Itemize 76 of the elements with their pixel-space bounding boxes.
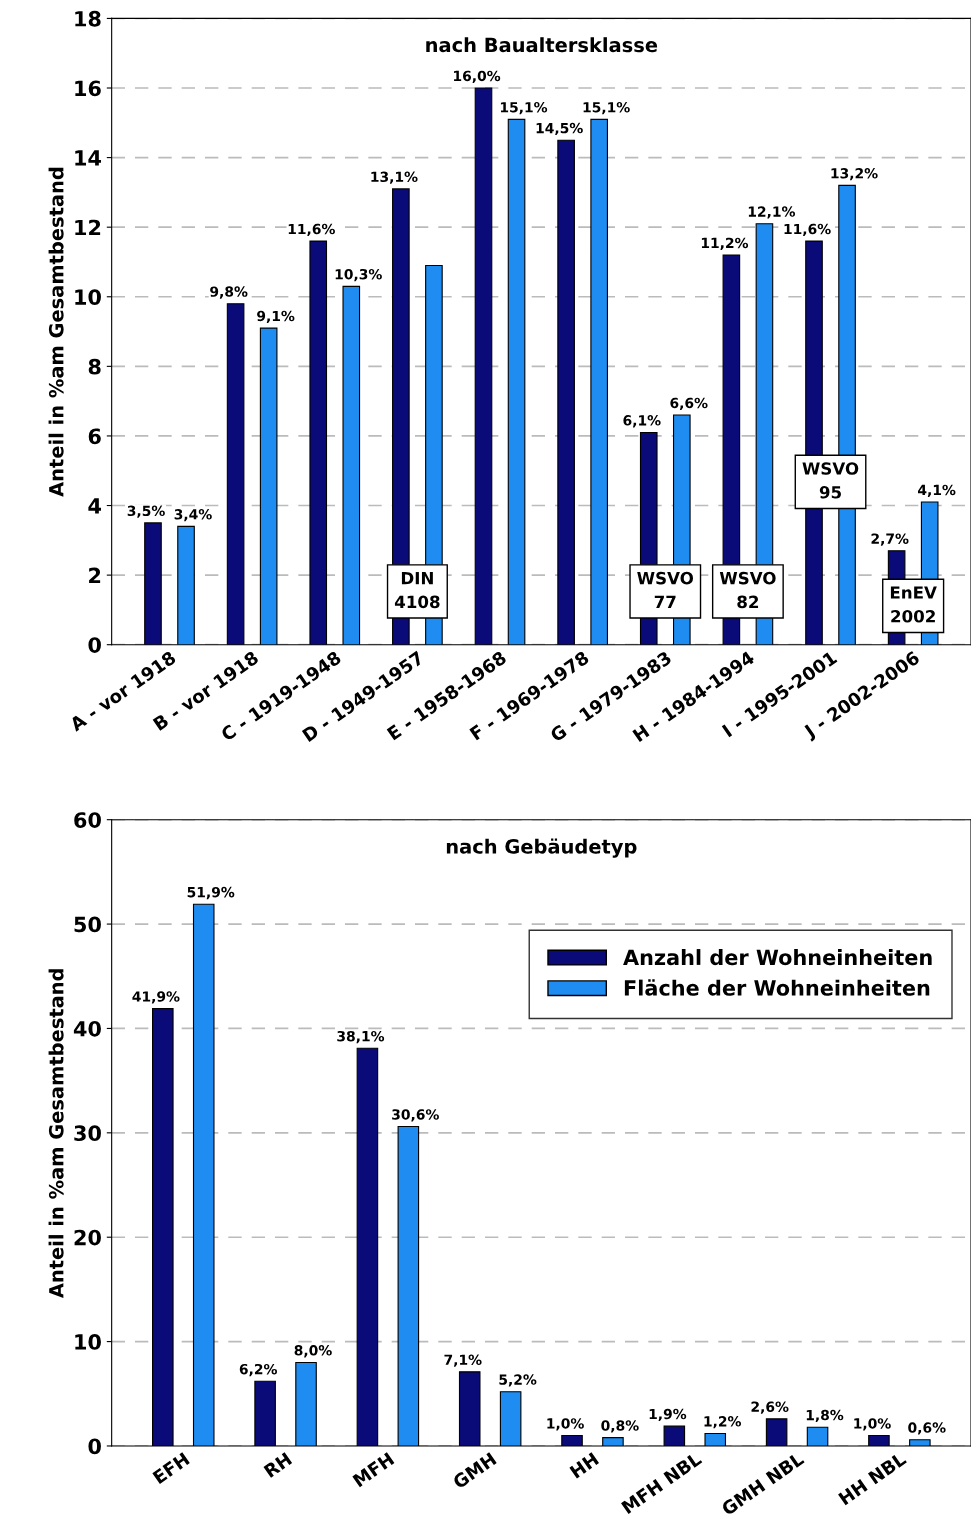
bar	[309, 240, 328, 645]
data-label: 13,1%	[371, 171, 418, 184]
y-axis-title: Anteil in %am Gesamtbestand	[48, 167, 64, 497]
annotation: WSVO 77	[637, 571, 694, 608]
data-label: 7,1%	[444, 1354, 482, 1367]
bar	[474, 87, 493, 645]
data-label: 2,7%	[871, 533, 909, 546]
data-label: 12,1%	[748, 206, 796, 219]
y-tick-label: 12	[75, 219, 101, 236]
legend-label: Anzahl der Wohneinheiten	[623, 949, 932, 966]
bar	[507, 118, 526, 645]
data-label: 11,2%	[701, 237, 749, 250]
bar	[342, 285, 361, 645]
data-label: 11,6%	[784, 223, 831, 237]
y-tick-label: 60	[74, 812, 101, 828]
y-tick-label: 14	[75, 150, 101, 166]
y-tick-label: 2	[89, 567, 101, 584]
y-tick-label: 10	[75, 1334, 101, 1350]
x-tick-label: RH	[263, 1452, 293, 1478]
annotation: WSVO 82	[719, 571, 776, 609]
text: nach Gebäudetyp	[446, 838, 637, 858]
y-tick-label: 8	[88, 358, 101, 375]
y-axis-title: Anteil in %am Gesamtbestand	[48, 969, 64, 1299]
y-tick-label: 0	[88, 637, 101, 653]
y-tick-label: 30	[74, 1125, 101, 1142]
text: nach Baualtersklasse	[426, 37, 658, 53]
y-tick-label: 4	[88, 498, 101, 514]
data-label: 1,0%	[854, 1418, 891, 1431]
data-label: 0,8%	[601, 1420, 639, 1433]
data-label: 6,6%	[670, 397, 708, 410]
data-label: 1,0%	[547, 1418, 584, 1431]
data-label: 51,9%	[187, 886, 235, 900]
y-tick-label: 6	[88, 428, 101, 445]
data-label: 1,8%	[806, 1409, 844, 1423]
data-label: 0,6%	[908, 1422, 946, 1435]
data-label: 6,1%	[623, 415, 661, 428]
y-tick-label: 40	[73, 1020, 101, 1037]
data-label: 16,0%	[454, 70, 501, 83]
data-label: 4,1%	[918, 484, 956, 497]
annotation: EnEV 2002	[890, 586, 937, 623]
data-label: 8,0%	[294, 1345, 332, 1358]
y-tick-label: 0	[88, 1438, 101, 1455]
data-label: 14,5%	[536, 122, 583, 136]
y-tick-label: 50	[74, 916, 101, 933]
bar	[226, 303, 245, 645]
data-label: 11,6%	[288, 223, 335, 237]
data-label: 10,3%	[335, 268, 382, 282]
bar	[590, 118, 608, 645]
y-tick-label: 10	[75, 289, 101, 305]
data-label: 6,2%	[239, 1363, 277, 1377]
data-label: 9,8%	[210, 286, 248, 299]
data-label: 30,6%	[392, 1109, 439, 1122]
data-label: 13,2%	[831, 168, 878, 181]
bar	[144, 522, 162, 645]
data-label: 9,1%	[257, 310, 295, 323]
annotation: DIN 4108	[394, 572, 440, 609]
data-label: 3,4%	[174, 509, 212, 522]
data-label: 1,9%	[649, 1408, 687, 1422]
annotation: WSVO 95	[802, 462, 859, 499]
x-tick-label: HH	[569, 1452, 599, 1479]
data-label: 2,6%	[751, 1401, 789, 1414]
y-tick-label: 20	[74, 1229, 101, 1246]
data-label: 5,2%	[499, 1374, 537, 1387]
y-tick-label: 16	[75, 80, 101, 97]
data-label: 15,1%	[500, 101, 548, 115]
y-tick-label: 18	[75, 10, 101, 27]
bar	[177, 525, 195, 645]
data-label: 41,9%	[132, 991, 180, 1004]
data-label: 3,5%	[127, 505, 165, 518]
bar	[259, 327, 278, 645]
data-label: 38,1%	[337, 1030, 385, 1044]
legend-label: Fläche der Wohneinheiten	[624, 979, 930, 996]
x-tick-label: HH NBL	[838, 1451, 907, 1506]
data-label: 15,1%	[583, 101, 630, 115]
data-label: 1,2%	[704, 1416, 742, 1429]
bar	[557, 139, 575, 645]
